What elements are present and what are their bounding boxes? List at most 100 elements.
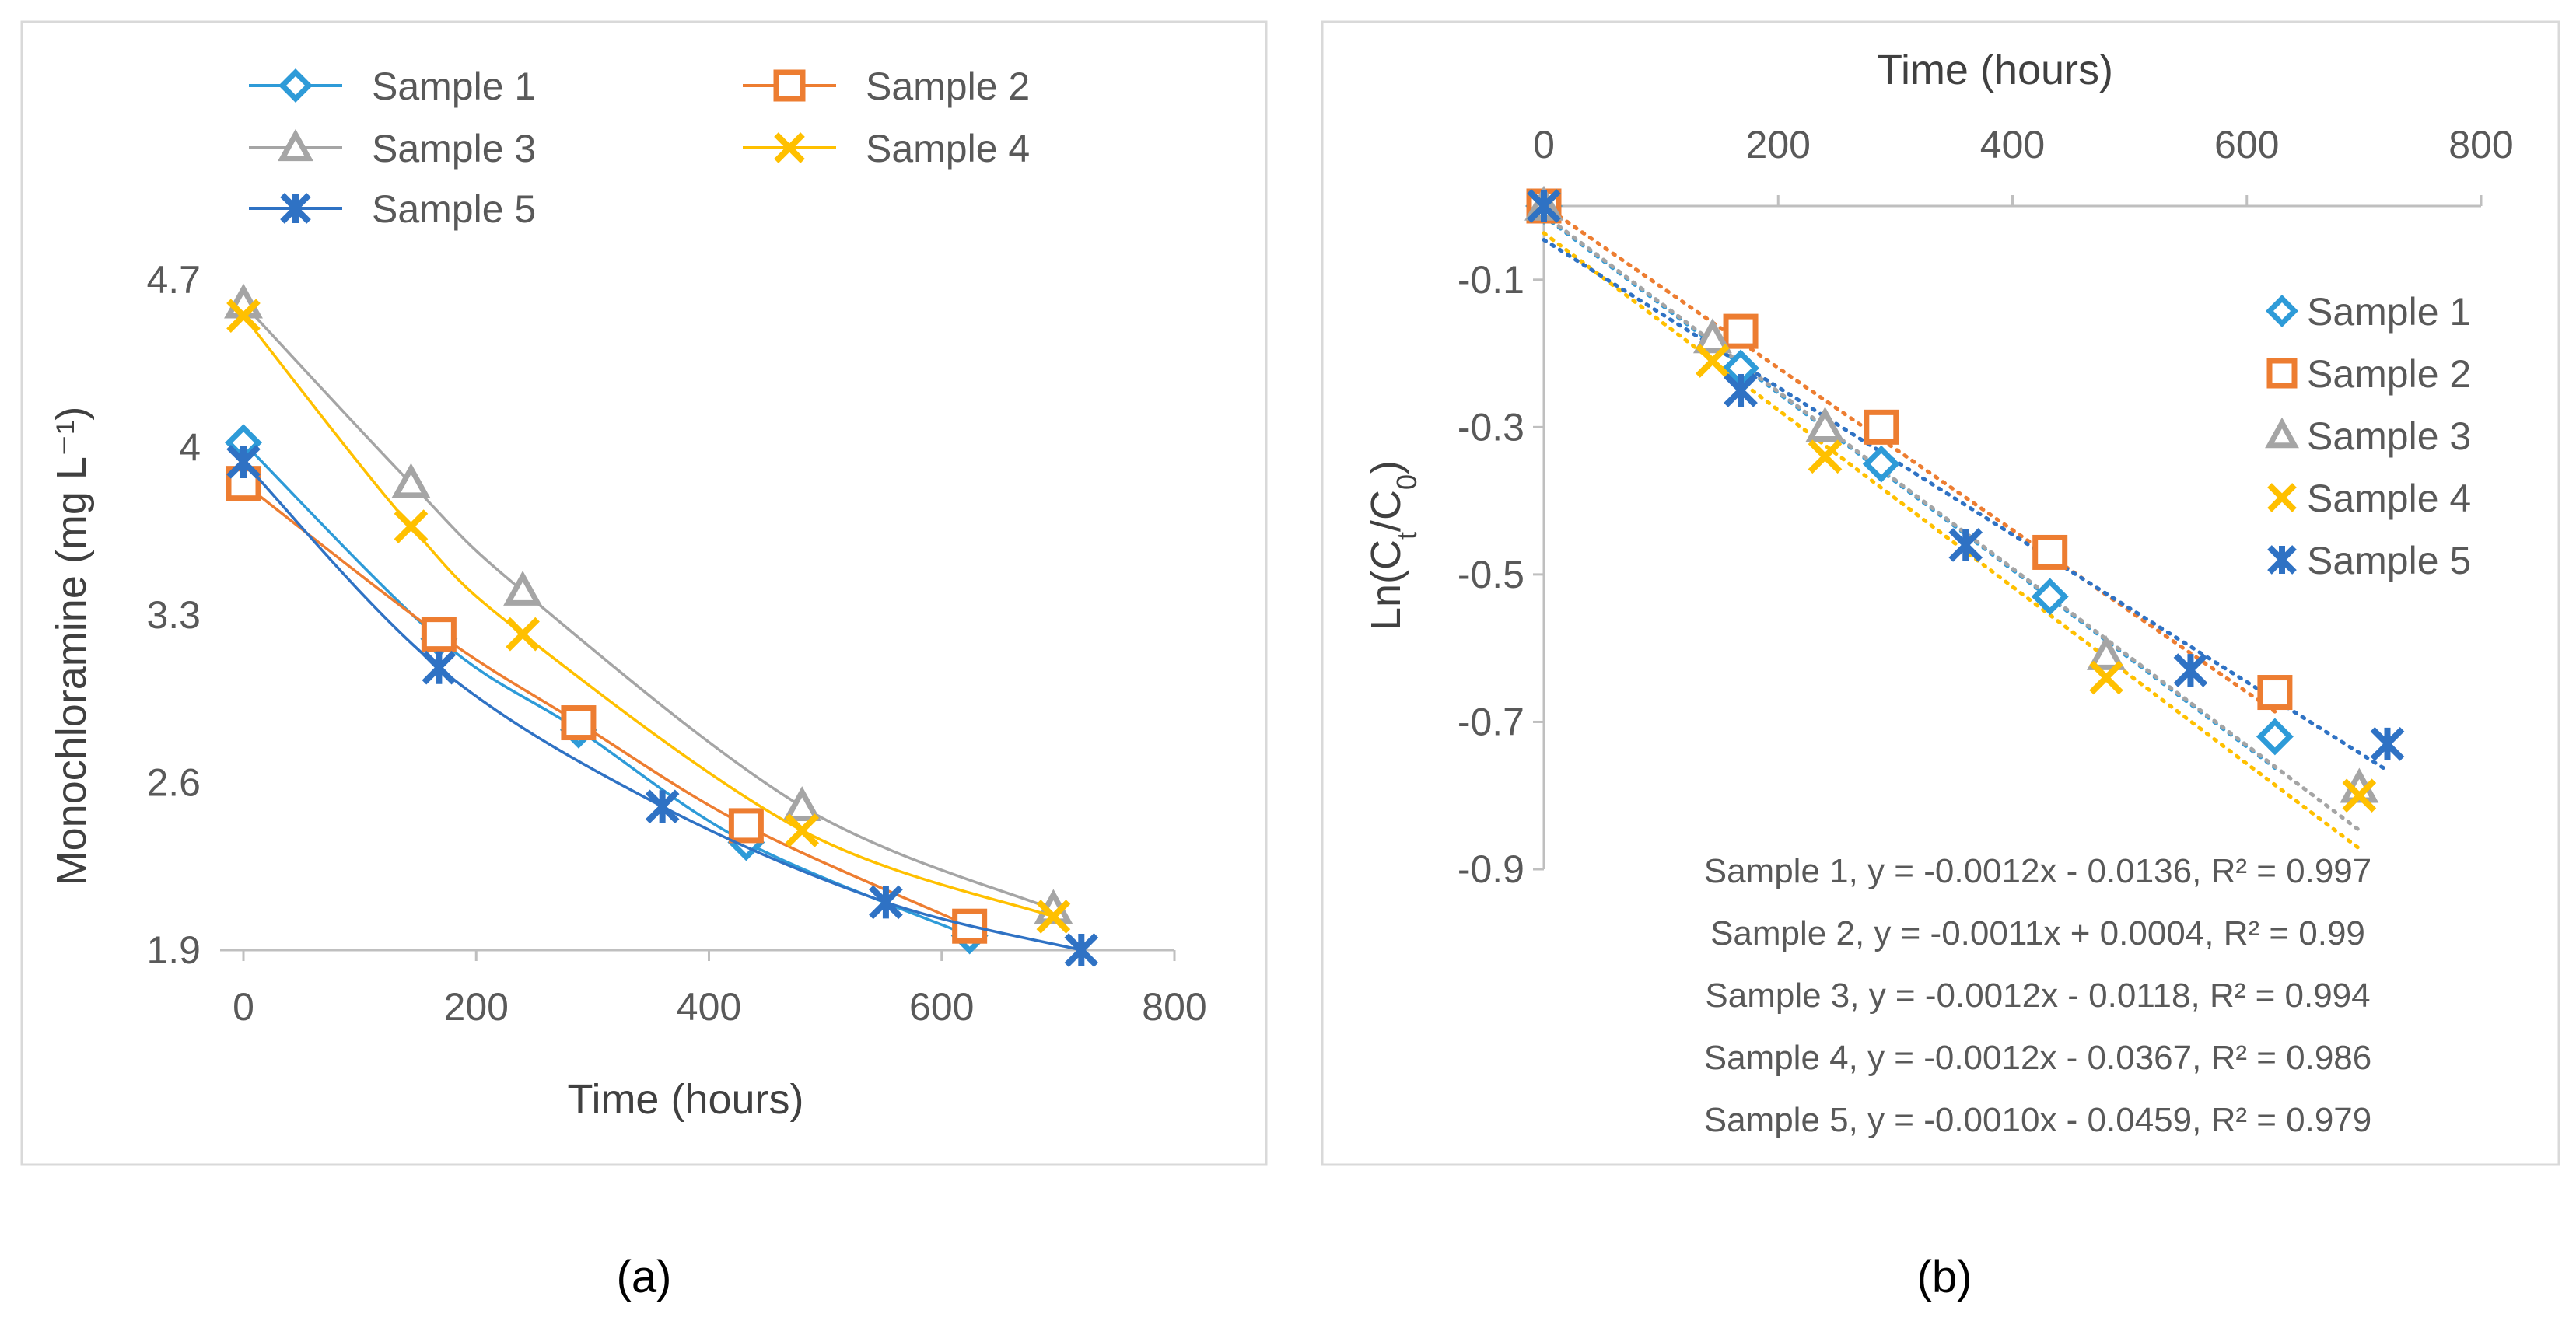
chart-a-point-sample-3 [503,571,543,606]
chart-a-y-tick-label: 1.9 [146,928,201,972]
chart-b-y-axis-title: Ln(Ct/C0) [1363,460,1423,631]
chart-b: 0 200 400 600 800 -0.1 -0.3 -0.5 -0.7 -0.9 Time (h… [1363,47,2514,1139]
chart-a: 0 200 400 600 800 1.9 2.6 3.3 4 4.7 Time (hours) Mo… [48,65,1207,1123]
chart-a-legend-label-sample-4: Sample 4 [866,127,1030,170]
chart-b-point-sample-4 [2089,660,2123,695]
chart-b-x-tick-label: 0 [1533,123,1555,166]
chart-b-legend-label-sample-5: Sample 5 [2307,539,2471,582]
chart-b-x-tick-label: 800 [2448,123,2513,166]
chart-a-point-sample-4 [785,813,820,847]
chart-b-trendline-sample-5 [1542,238,2389,773]
chart-a-point-sample-2 [561,705,597,741]
chart-b-point-sample-5 [1948,528,1983,562]
chart-a-point-sample-4 [394,509,429,543]
chart-a-point-sample-4 [226,299,261,334]
chart-b-y-axis-title-part: Ln( [1363,570,1409,631]
chart-b-point-sample-1 [2256,718,2294,756]
chart-a-point-sample-2 [421,617,457,652]
chart-b-legend-label-sample-3: Sample 3 [2307,414,2471,458]
chart-b-legend-label-sample-4: Sample 4 [2307,477,2471,520]
panel-label-b: (b) [1917,1252,1972,1302]
chart-b-y-axis-title-part: 0 [1391,474,1423,490]
chart-a-y-tick-label: 4.7 [146,258,201,302]
chart-b-legend-marker-sample-5 [2267,545,2297,575]
chart-a-point-sample-3 [391,463,431,498]
chart-a-point-sample-3 [782,786,822,821]
chart-a-x-tick-label: 200 [444,985,509,1029]
chart-b-point-sample-5 [2173,653,2208,687]
chart-b-point-sample-4 [2342,778,2377,813]
chart-a-x-tick-label: 400 [677,985,741,1029]
chart-a-point-sample-5 [226,445,261,479]
chart-b-x-tick-label: 400 [1980,123,2045,166]
chart-b-y-tick-label: -0.3 [1458,405,1524,449]
chart-a-legend-marker-sample-1 [278,68,313,103]
chart-a-legend-label-sample-1: Sample 1 [372,65,536,108]
chart-b-y-axis-title-part: /C [1363,490,1409,532]
chart-b-legend-marker-sample-2 [2266,358,2298,389]
chart-a-x-tick-label: 0 [233,985,254,1029]
chart-a-point-sample-5 [1064,933,1099,967]
chart-b-point-sample-1 [1862,445,1900,483]
chart-b-y-axis-title-part: C [1363,540,1409,570]
chart-a-point-sample-5 [869,885,903,920]
chart-b-trendline-equation: Sample 1, y = -0.0012x - 0.0136, R² = 0.… [1704,852,2372,890]
chart-b-point-sample-3 [1805,407,1845,442]
chart-a-y-tick-label: 3.3 [146,593,201,637]
chart-b-point-sample-4 [1696,344,1730,378]
chart-a-point-sample-2 [952,908,988,944]
chart-a-point-sample-5 [422,650,457,685]
chart-b-x-axis-title: Time (hours) [1877,47,2113,93]
chart-a-point-sample-5 [645,789,680,824]
chart-a-legend-label-sample-2: Sample 2 [866,65,1030,108]
chart-b-point-sample-3 [1692,318,1732,354]
chart-a-legend-label-sample-5: Sample 5 [372,187,536,231]
chart-b-point-sample-4 [1808,439,1843,474]
chart-b-point-sample-2 [1864,409,1899,445]
chart-a-legend-marker-sample-4 [774,132,805,163]
chart-b-y-tick-label: -0.7 [1458,700,1524,743]
chart-b-x-tick-label: 600 [2214,123,2279,166]
chart-b-legend-marker-sample-1 [2266,295,2298,327]
chart-a-point-sample-4 [506,617,540,652]
chart-a-y-tick-label: 4 [179,426,201,470]
chart-a-legend-label-sample-3: Sample 3 [372,127,536,170]
chart-b-y-tick-label: -0.1 [1458,258,1524,302]
chart-a-x-tick-label: 800 [1142,985,1206,1029]
chart-a-legend-marker-sample-2 [773,69,806,102]
chart-b-trendline-equation: Sample 5, y = -0.0010x - 0.0459, R² = 0.… [1704,1101,2372,1139]
chart-a-x-axis-title: Time (hours) [567,1076,803,1123]
chart-a-point-sample-4 [1036,900,1071,934]
chart-b-point-sample-2 [1723,313,1759,349]
chart-b-y-axis-title-part: ) [1363,460,1409,474]
chart-b-trendline-sample-3 [1542,212,2361,833]
chart-b-x-tick-label: 200 [1746,123,1811,166]
chart-b-legend-marker-sample-4 [2267,483,2297,512]
chart-a-y-axis-title: Monochloramine (mg L⁻¹) [48,407,95,886]
chart-a-y-tick-label: 2.6 [146,761,201,805]
chart-b-y-tick-label: -0.9 [1458,847,1524,891]
chart-b-legend-label-sample-1: Sample 1 [2307,290,2471,334]
chart-b-trendline-equation: Sample 2, y = -0.0011x + 0.0004, R² = 0.… [1710,914,2365,952]
panel-label-a: (a) [617,1252,672,1302]
chart-a-legend-marker-sample-5 [280,193,311,224]
chart-a-legend-marker-sample-3 [278,128,313,162]
chart-b-y-tick-label: -0.5 [1458,553,1524,596]
chart-b-trendline-sample-2 [1542,204,2277,714]
chart-b-legend-label-sample-2: Sample 2 [2307,352,2471,396]
chart-b-y-axis-title-part: t [1391,532,1423,540]
chart-b-point-sample-2 [2257,675,2293,711]
chart-b-trendline-equation: Sample 3, y = -0.0012x - 0.0118, R² = 0.… [1705,977,2370,1015]
chart-a-series-line-sample-4 [242,315,1054,918]
chart-a-point-sample-2 [728,808,764,844]
chart-b-trendline-sample-4 [1542,231,2361,851]
chart-a-series-line-sample-5 [242,460,1082,952]
chart-b-point-sample-5 [1724,373,1758,407]
chart-a-x-tick-label: 600 [909,985,974,1029]
chart-b-point-sample-1 [2031,578,2069,616]
chart-b-legend-marker-sample-3 [2265,417,2299,449]
chart-a-series-line-sample-3 [242,302,1055,911]
chart-b-point-sample-5 [1527,189,1561,223]
chart-a-frame [20,20,1268,1166]
